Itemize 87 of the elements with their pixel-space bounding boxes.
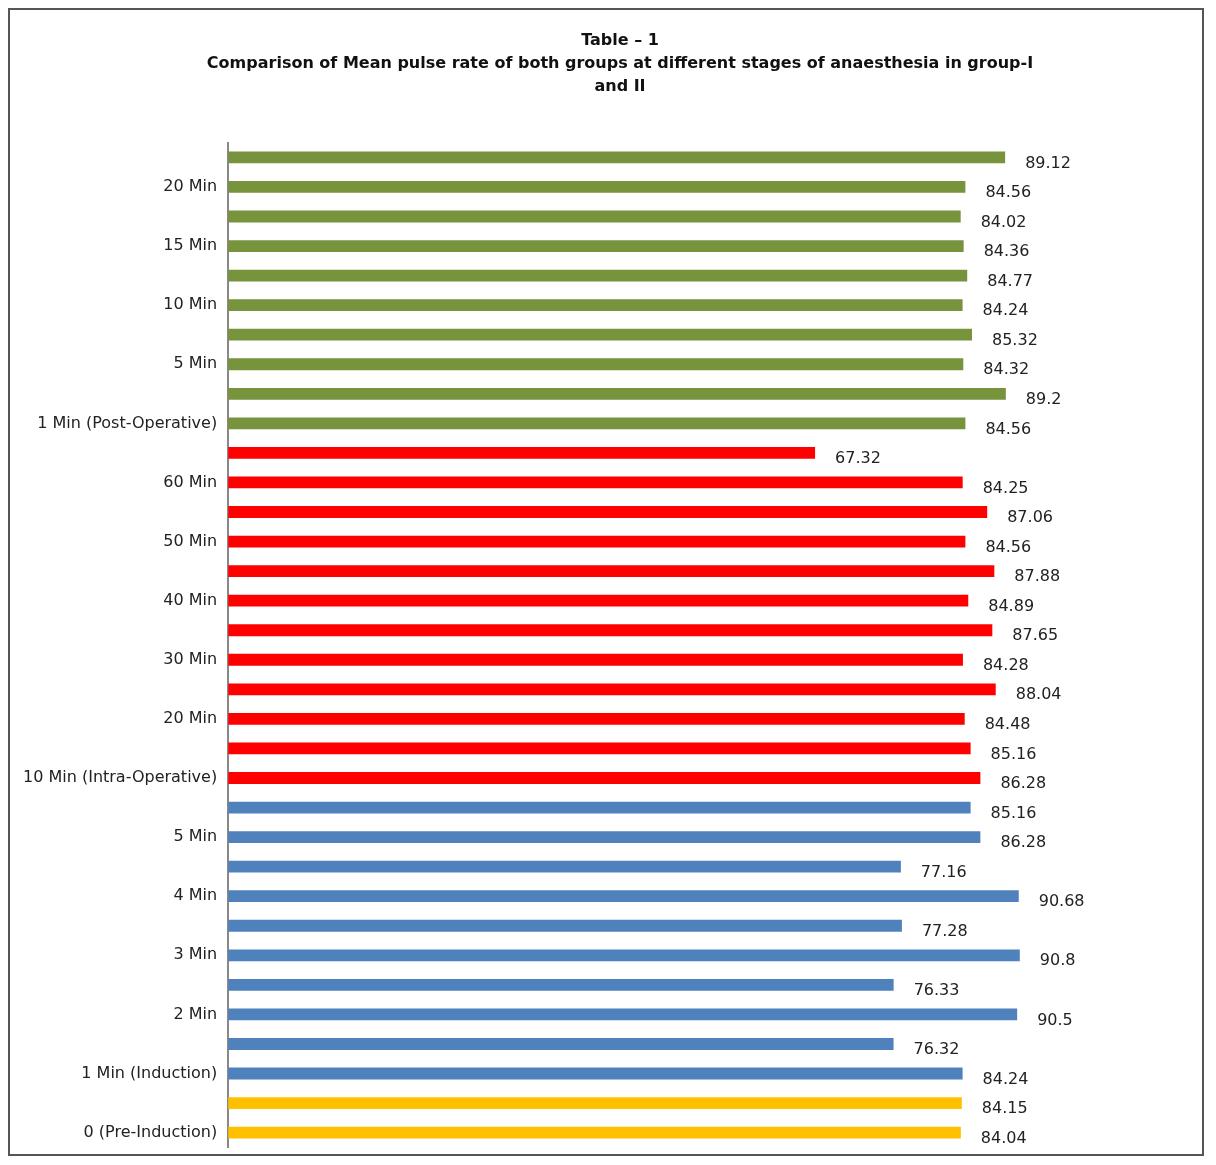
y-tick-label: 10 Min [163, 294, 218, 314]
bar [228, 181, 966, 193]
bar [228, 831, 981, 844]
data-label: 87.88 [1014, 566, 1061, 586]
bar [228, 1038, 894, 1050]
y-tick-label: 60 Min [163, 471, 218, 491]
data-label: 84.77 [987, 270, 1034, 290]
bar [228, 860, 901, 873]
bar [228, 978, 894, 991]
y-tick-label: 20 Min [163, 708, 218, 728]
bar [228, 535, 966, 548]
data-label: 87.06 [1007, 507, 1053, 527]
bar [228, 919, 902, 932]
y-tick-label: 40 Min [163, 589, 218, 609]
data-label: 86.28 [1000, 773, 1047, 793]
data-label: 84.36 [983, 241, 1030, 261]
data-label: 88.04 [1015, 684, 1062, 704]
data-label: 86.28 [1000, 832, 1047, 852]
data-label: 90.5 [1037, 1009, 1073, 1029]
y-tick-label: 3 Min [173, 944, 218, 964]
bar [228, 1067, 963, 1080]
y-tick-label: 10 Min (Intra-Operative) [22, 767, 218, 787]
chart-subtitle: Comparison of Mean pulse rate of both groups at different stages of anaesthesia in group-I and II [205, 52, 1035, 97]
data-label: 84.48 [984, 714, 1031, 734]
bar [228, 1126, 961, 1139]
y-tick-label: 4 Min [173, 885, 218, 905]
bar [228, 594, 969, 607]
bar [228, 772, 981, 784]
bar [228, 1008, 1018, 1021]
bar [228, 683, 996, 696]
bar [228, 447, 816, 459]
y-tick-label: 1 Min (Post-Operative) [37, 412, 218, 432]
bar [228, 358, 964, 371]
bar [228, 653, 963, 666]
y-tick-label: 2 Min [173, 1003, 218, 1023]
data-label: 89.12 [1025, 152, 1071, 172]
data-label: 84.28 [982, 654, 1029, 674]
bar [228, 801, 971, 814]
bar [228, 151, 1006, 164]
data-label: 84.04 [980, 1127, 1027, 1147]
data-label: 84.89 [988, 595, 1035, 615]
y-tick-label: 20 Min [163, 176, 218, 196]
bar [228, 506, 988, 518]
bar [228, 299, 963, 312]
data-label: 90.8 [1039, 950, 1076, 970]
bar [228, 624, 993, 637]
data-label: 87.65 [1012, 625, 1059, 645]
data-label: 76.33 [913, 980, 960, 1000]
bar [228, 742, 971, 755]
chart-title: Table – 1 [580, 29, 660, 51]
bar [228, 476, 963, 489]
data-label: 84.24 [982, 300, 1029, 320]
data-label: 84.56 [985, 536, 1032, 556]
data-label: 84.25 [982, 477, 1029, 497]
bar [228, 565, 995, 578]
y-tick-label: 50 Min [163, 530, 218, 550]
data-label: 85.16 [990, 743, 1037, 763]
data-label: 84.24 [982, 1068, 1029, 1088]
y-tick-label: 5 Min [173, 826, 218, 846]
y-tick-label: 5 Min [173, 353, 218, 373]
data-label: 84.15 [981, 1098, 1028, 1118]
data-label: 77.16 [920, 861, 967, 881]
bar [228, 210, 961, 223]
data-label: 89.2 [1025, 388, 1062, 408]
bar [228, 1097, 962, 1109]
y-tick-label: 1 Min (Induction) [81, 1062, 218, 1082]
data-label: 76.32 [913, 1039, 960, 1059]
y-tick-label: 30 Min [163, 648, 218, 668]
bar [228, 240, 964, 252]
data-label: 84.02 [980, 211, 1027, 231]
y-tick-label: 15 Min [163, 235, 218, 255]
y-tick-label: 0 (Pre-Induction) [83, 1121, 218, 1141]
bar [228, 890, 1019, 903]
data-label: 67.32 [835, 448, 881, 468]
data-label: 90.68 [1038, 891, 1085, 911]
bar [228, 328, 973, 341]
data-label: 85.32 [992, 329, 1038, 349]
bar [228, 949, 1020, 962]
bar [228, 417, 966, 430]
data-label: 77.28 [921, 920, 968, 940]
data-label: 84.32 [983, 359, 1030, 379]
data-label: 84.56 [985, 418, 1032, 438]
bar [228, 387, 1006, 400]
bar [228, 712, 965, 725]
data-label: 84.56 [985, 182, 1032, 202]
data-label: 85.16 [990, 802, 1037, 822]
bar [228, 269, 968, 282]
